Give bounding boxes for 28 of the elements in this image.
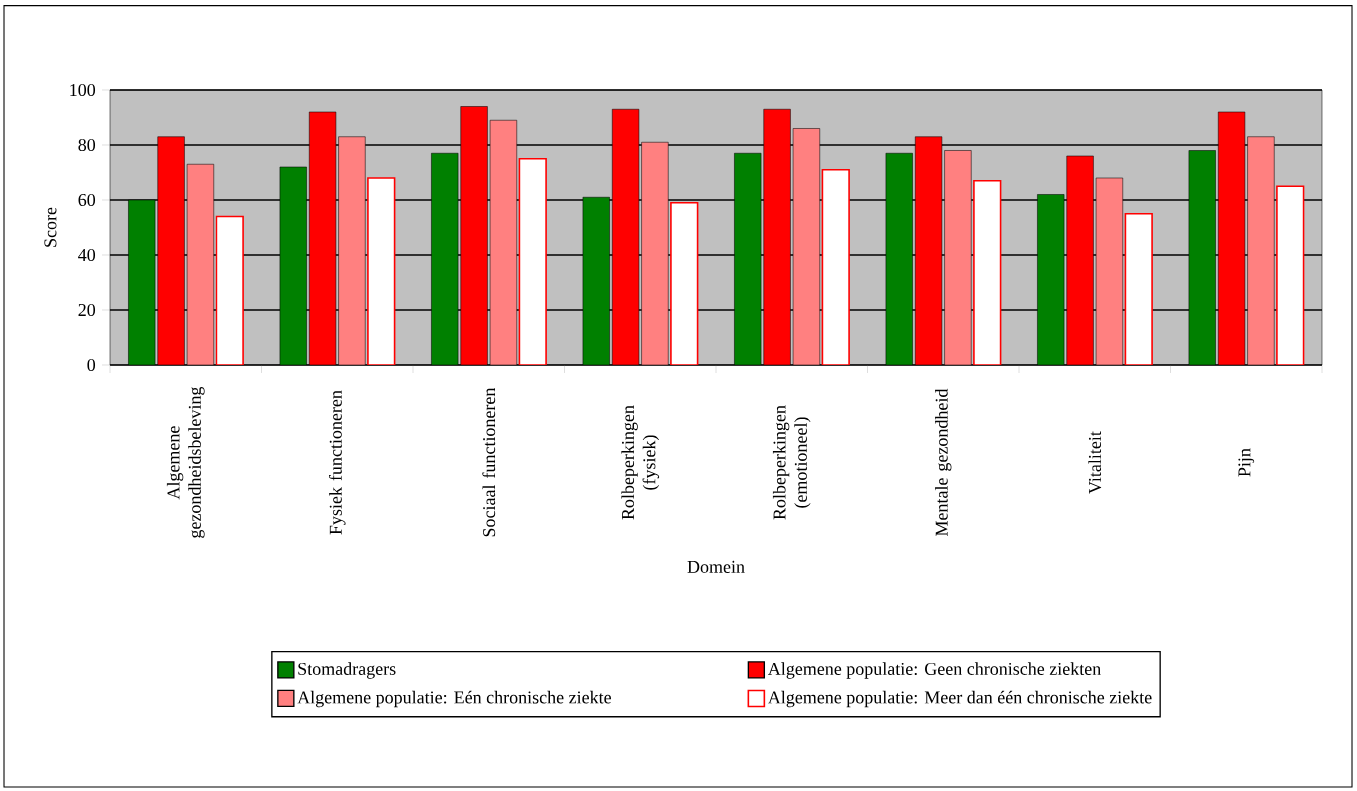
x-tick-label: Vitaliteit (1088, 431, 1102, 494)
x-tick-label: Fysiek functioneren (328, 390, 346, 535)
bar (973, 179, 1002, 365)
bar (215, 215, 244, 365)
y-tick-label: 60 (78, 193, 96, 207)
y-tick-label: 0 (87, 358, 96, 372)
y-tick-label: 100 (70, 83, 96, 97)
legend-label: Stomadragers (298, 662, 396, 679)
bar (1124, 212, 1153, 365)
bar (821, 168, 850, 365)
y-tick-label: 20 (78, 303, 96, 317)
legend-label: Algemene populatie: Meer dan één chronische ziekte (767, 690, 1152, 708)
bar (670, 201, 699, 365)
bar (1276, 185, 1305, 365)
y-tick-label: 80 (78, 138, 96, 152)
x-tick-label: Rolbeperkingen (emotioneel) (772, 405, 811, 520)
bar (367, 177, 396, 365)
y-tick-label: 40 (78, 248, 96, 262)
legend-label: Algemene populatie: Eén chronische ziekte (297, 690, 611, 708)
x-tick-label: Pijn (1238, 448, 1255, 477)
x-axis-title: Domein (687, 560, 745, 573)
x-tick-label: Rolbeperkingen (fysiek) (621, 405, 660, 520)
legend-label: Algemene populatie: Geen chronische ziekten (767, 662, 1101, 679)
bar (518, 157, 547, 365)
x-tick-label: Algemene gezondheidsbeleving (166, 386, 205, 538)
y-axis-title: Score (44, 207, 57, 247)
x-tick-label: Mentale gezondheid (935, 388, 952, 537)
x-tick-label: Sociaal functioneren (482, 387, 496, 537)
